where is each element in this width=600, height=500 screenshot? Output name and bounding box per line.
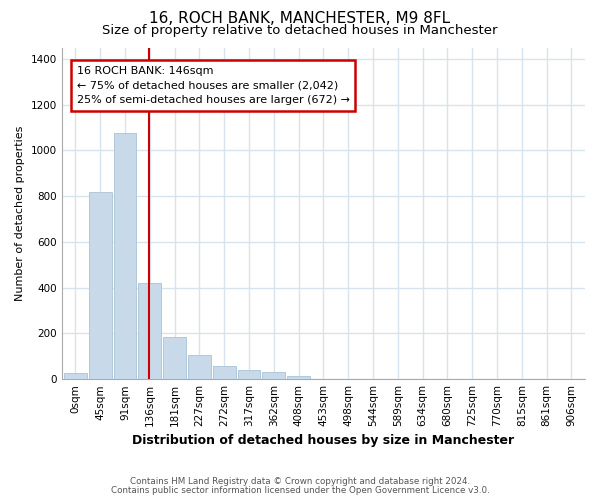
Bar — [262, 372, 285, 379]
Text: 16, ROCH BANK, MANCHESTER, M9 8FL: 16, ROCH BANK, MANCHESTER, M9 8FL — [149, 11, 451, 26]
Bar — [163, 337, 186, 379]
Text: 16 ROCH BANK: 146sqm
← 75% of detached houses are smaller (2,042)
25% of semi-de: 16 ROCH BANK: 146sqm ← 75% of detached h… — [77, 66, 350, 106]
Text: Size of property relative to detached houses in Manchester: Size of property relative to detached ho… — [102, 24, 498, 37]
X-axis label: Distribution of detached houses by size in Manchester: Distribution of detached houses by size … — [132, 434, 514, 448]
Bar — [287, 376, 310, 379]
Bar — [188, 355, 211, 379]
Bar — [213, 366, 236, 379]
Bar — [139, 283, 161, 379]
Text: Contains HM Land Registry data © Crown copyright and database right 2024.: Contains HM Land Registry data © Crown c… — [130, 477, 470, 486]
Bar — [64, 374, 87, 379]
Bar — [89, 192, 112, 379]
Bar — [238, 370, 260, 379]
Text: Contains public sector information licensed under the Open Government Licence v3: Contains public sector information licen… — [110, 486, 490, 495]
Bar — [113, 134, 136, 379]
Y-axis label: Number of detached properties: Number of detached properties — [15, 126, 25, 301]
